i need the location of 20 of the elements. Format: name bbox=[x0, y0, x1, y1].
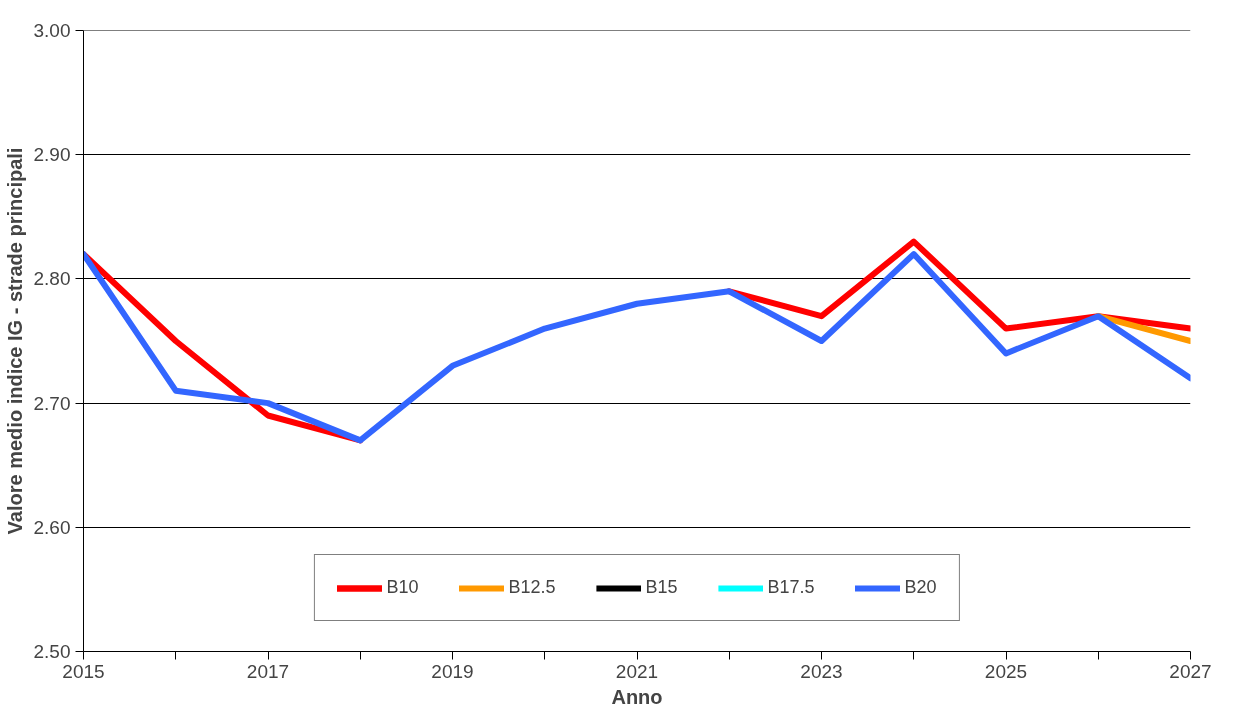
x-tick-label: 2015 bbox=[62, 660, 105, 682]
y-tick-label: 2.50 bbox=[33, 641, 71, 662]
y-tick-label: 2.70 bbox=[33, 392, 71, 414]
y-tick-label: 2.80 bbox=[33, 268, 71, 290]
x-tick-label: 2021 bbox=[615, 660, 659, 682]
legend-label: B12.5 bbox=[508, 577, 556, 598]
x-tick-label: 2017 bbox=[246, 660, 290, 682]
y-tick-label: 3.00 bbox=[33, 20, 71, 41]
x-axis-title: Anno bbox=[611, 685, 663, 708]
legend-label: B10 bbox=[386, 577, 419, 598]
x-tick-label: 2025 bbox=[984, 660, 1028, 682]
legend-label: B20 bbox=[904, 577, 937, 598]
legend-label: B15 bbox=[645, 577, 678, 598]
x-tick-label: 2023 bbox=[800, 660, 843, 682]
x-tick-label: 2019 bbox=[431, 660, 474, 682]
x-tick-label: 2027 bbox=[1169, 660, 1212, 682]
y-tick-label: 2.60 bbox=[33, 516, 71, 538]
y-tick-label: 2.90 bbox=[33, 144, 71, 166]
legend-label: B17.5 bbox=[767, 577, 815, 598]
y-axis-title: Valore medio indice IG - strade principali bbox=[3, 147, 26, 535]
